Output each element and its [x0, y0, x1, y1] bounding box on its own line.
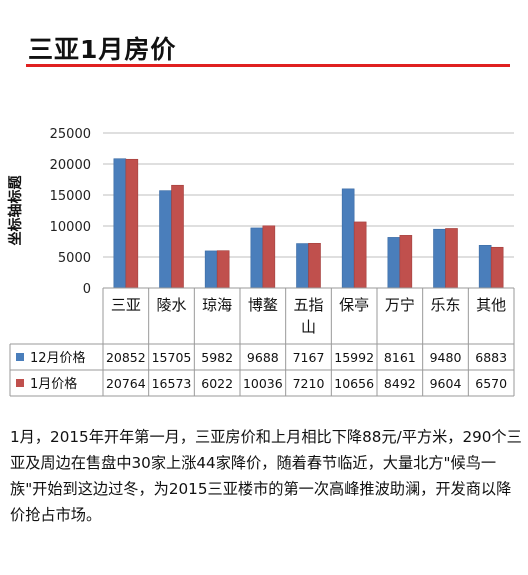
x-tick-label: 陵水 [156, 296, 186, 314]
data-label: 7167 [293, 350, 325, 365]
page-title: 三亚1月房价 [28, 35, 177, 64]
data-label: 9604 [430, 376, 462, 391]
data-label: 9480 [430, 350, 462, 365]
bar [262, 225, 276, 289]
data-label: 6883 [475, 350, 507, 365]
x-tick-label: 山 [301, 318, 316, 336]
data-label: 8161 [384, 350, 416, 365]
bar [341, 188, 355, 289]
x-tick-label: 保亭 [339, 296, 369, 314]
x-tick-label: 琼海 [202, 296, 232, 314]
bar [216, 250, 230, 289]
x-tick-label: 乐东 [430, 296, 460, 314]
bar [308, 242, 321, 289]
y-tick-label: 25000 [50, 127, 91, 142]
description-text: 1月，2015年开年第一月，三亚房价和上月相比下降88元/平方米，290个三亚及… [10, 428, 522, 524]
data-label: 10656 [334, 376, 374, 391]
bar [478, 245, 492, 289]
bar [399, 235, 413, 289]
data-label: 20764 [106, 376, 146, 391]
x-tick-label: 万宁 [385, 296, 415, 314]
chart-container: 0 5000 10000 15000 20000 25000 坐标轴标题三亚 陵水 琼海 博鳌 五指… [0, 108, 528, 398]
legend-label: 12月价格 [30, 350, 86, 366]
bar [113, 158, 127, 289]
y-axis-title: 坐标轴标题 [7, 175, 24, 246]
bar [204, 250, 218, 289]
data-label: 15705 [152, 350, 192, 365]
y-tick-label: 5000 [58, 251, 91, 266]
bar [296, 243, 309, 289]
bar [490, 246, 504, 289]
data-label: 9688 [247, 350, 279, 365]
y-tick-label: 15000 [50, 189, 91, 204]
data-label: 10036 [243, 376, 283, 391]
data-label: 8492 [384, 376, 416, 391]
bar [445, 228, 458, 289]
data-label: 6022 [201, 376, 233, 391]
x-tick-label: 其他 [476, 296, 506, 314]
bar [387, 237, 401, 289]
y-tick-label: 0 [83, 282, 91, 297]
data-label: 5982 [201, 350, 233, 365]
legend-swatch [16, 353, 24, 361]
bar [125, 158, 139, 289]
data-label: 7210 [293, 376, 325, 391]
data-label: 15992 [334, 350, 374, 365]
y-tick-label: 10000 [50, 220, 91, 235]
data-label: 16573 [152, 376, 192, 391]
bar [433, 228, 446, 289]
bar [353, 221, 367, 289]
bar [250, 227, 264, 289]
data-label: 20852 [106, 350, 146, 365]
x-tick-label: 三亚 [111, 296, 141, 314]
title-underline [26, 64, 510, 67]
x-tick-label: 五指 [293, 296, 323, 314]
legend-label: 1月价格 [30, 376, 77, 392]
y-tick-label: 20000 [50, 158, 91, 173]
data-label: 6570 [475, 376, 507, 391]
bar [159, 190, 172, 289]
x-tick-label: 博鳌 [248, 296, 278, 314]
bar [171, 184, 184, 289]
legend-swatch [16, 379, 24, 387]
